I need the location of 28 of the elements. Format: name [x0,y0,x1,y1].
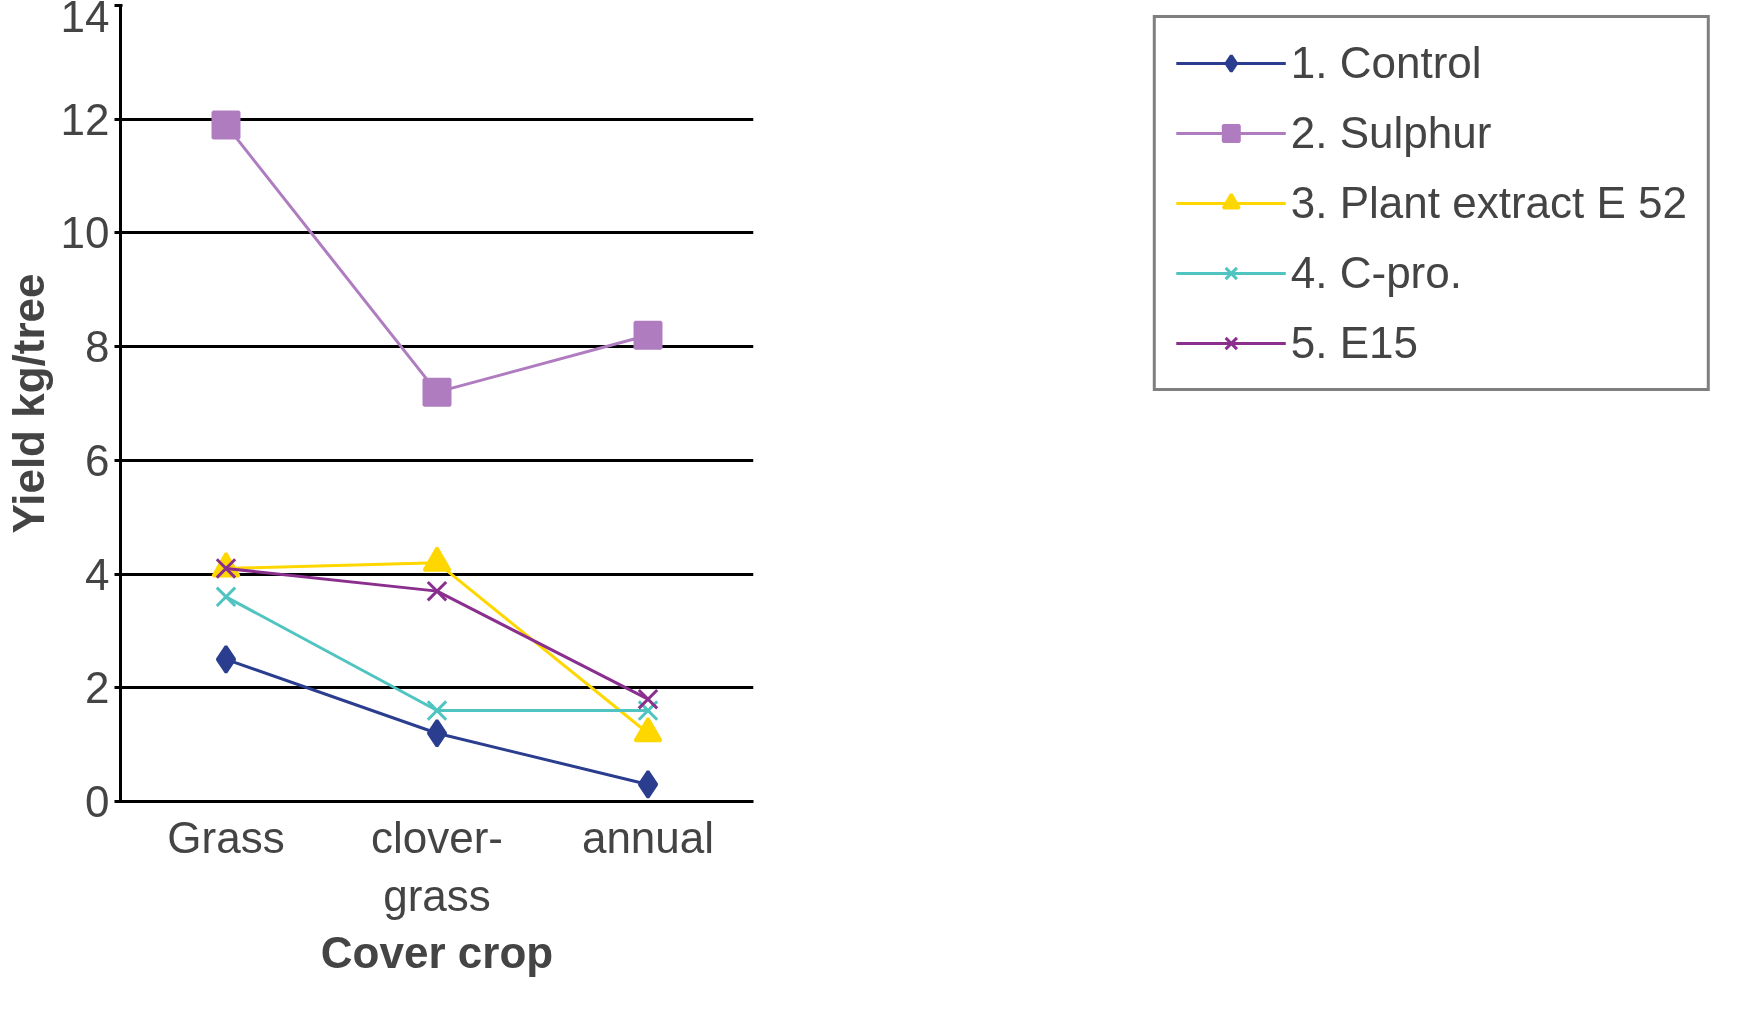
y-tick-label: 10 [60,208,110,258]
x-tick-label: annual [581,812,715,862]
y-tick-label: 14 [60,0,110,41]
point [637,769,659,799]
y-tick-label: 6 [85,435,110,485]
point [426,580,448,602]
point [422,377,452,407]
x-tick-label: clover- grass [370,812,504,921]
legend-label: 4. C-pro. [1290,248,1462,298]
point [426,718,448,748]
x-tick-label: Grass [167,812,285,862]
x-axis-title: Cover crop [320,928,554,978]
point [633,320,663,350]
y-tick-label: 2 [85,663,110,713]
y-tick-label: 4 [85,549,110,599]
point [637,688,659,710]
y-tick-label: 12 [60,94,110,144]
y-tick-label: 8 [85,322,110,372]
legend-label: 3. Plant extract E 52 [1290,178,1687,228]
legend-label: 2. Sulphur [1290,108,1492,158]
y-axis-title: Yield kg/tree [3,273,53,534]
point [426,699,448,722]
y-tick-label: 0 [85,777,110,826]
point [215,644,237,674]
legend-label: 1. Control [1290,38,1482,88]
legend-label: 5. E15 [1290,318,1418,368]
point [211,110,241,140]
point [215,586,237,608]
